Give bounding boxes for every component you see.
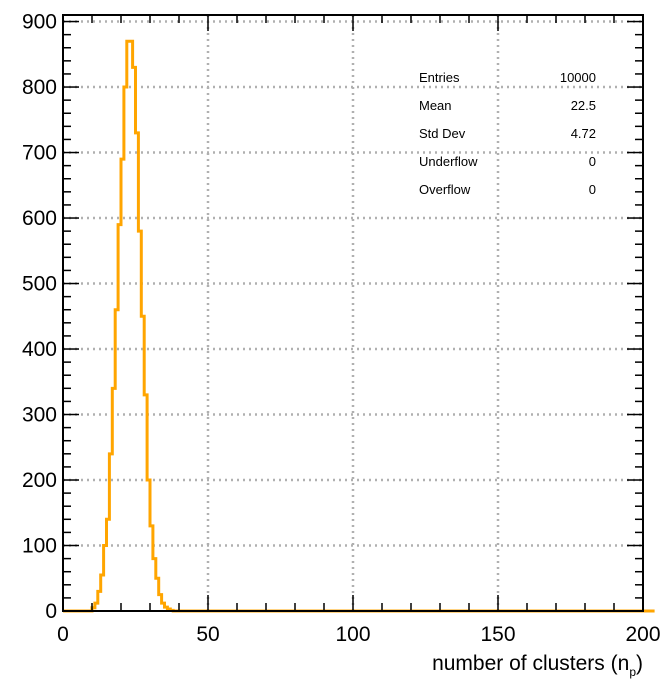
stats-value: 0 [589, 154, 596, 169]
stats-label: Std Dev [419, 126, 466, 141]
histogram-series-line [63, 39, 655, 613]
stats-value: 0 [589, 182, 596, 197]
stats-label: Overflow [419, 182, 471, 197]
y-tick-label: 0 [45, 600, 57, 623]
x-axis-title: number of clusters (np) [432, 652, 643, 679]
x-tick-label: 100 [335, 623, 370, 646]
y-tick-label: 500 [22, 273, 57, 296]
x-axis-title-close: ) [636, 652, 643, 675]
x-tick-labels: 0 50 100 150 200 [57, 623, 660, 646]
x-axis-title-subscript: p [629, 665, 636, 679]
x-tick-label: 200 [625, 623, 660, 646]
y-tick-label: 600 [22, 207, 57, 230]
stats-value: 10000 [560, 70, 596, 85]
y-tick-label: 700 [22, 142, 57, 165]
y-tick-label: 200 [22, 469, 57, 492]
y-tick-label: 400 [22, 338, 57, 361]
stats-label: Underflow [419, 154, 478, 169]
x-axis-title-main: number of clusters (n [432, 652, 629, 675]
y-tick-label: 300 [22, 404, 57, 427]
y-tick-label: 900 [22, 11, 57, 34]
x-tick-label: 50 [196, 623, 219, 646]
x-tick-label: 0 [57, 623, 69, 646]
grid-lines [63, 15, 643, 611]
stats-label: Entries [419, 70, 460, 85]
stats-value: 22.5 [571, 98, 596, 113]
axis-ticks [62, 15, 644, 612]
y-tick-label: 100 [22, 535, 57, 558]
y-tick-labels: 0 100 200 300 400 500 600 700 800 900 [22, 11, 57, 623]
stats-label: Mean [419, 98, 452, 113]
stats-value: 4.72 [571, 126, 596, 141]
stats-box: Entries 10000 Mean 22.5 Std Dev 4.72 Underflow… [419, 70, 596, 197]
y-tick-label: 800 [22, 76, 57, 99]
x-tick-label: 150 [480, 623, 515, 646]
